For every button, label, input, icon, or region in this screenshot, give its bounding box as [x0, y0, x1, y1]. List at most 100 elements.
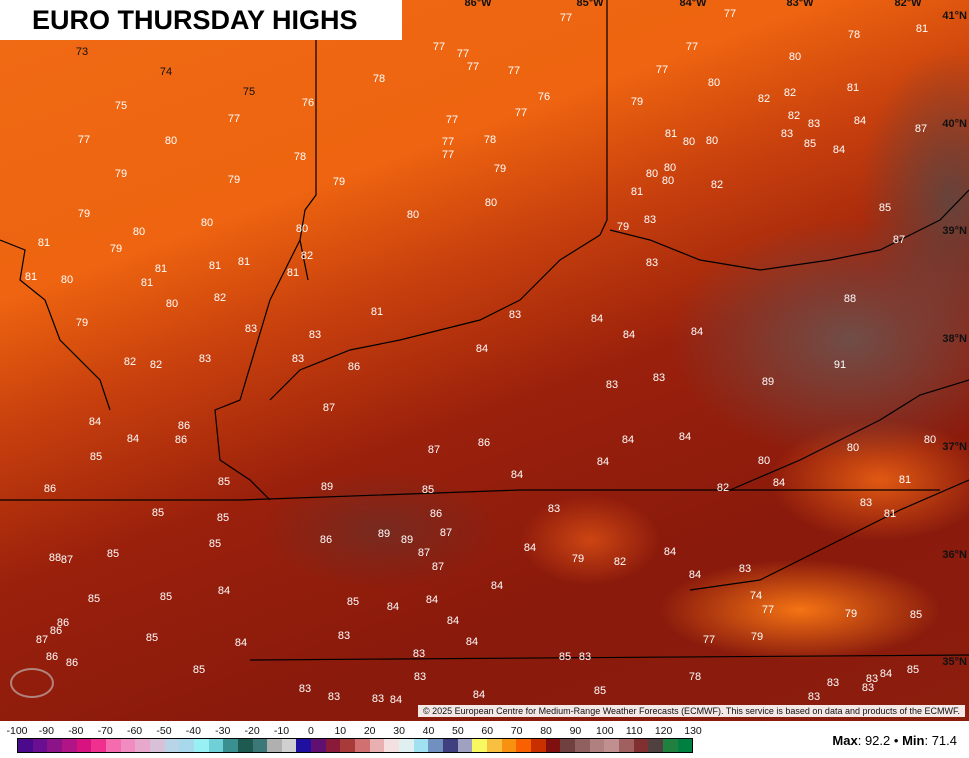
temperature-label: 80: [484, 197, 498, 209]
color-swatch: [530, 739, 546, 752]
temperature-label: 84: [621, 434, 635, 446]
color-swatch: [61, 739, 77, 752]
temperature-label: 81: [286, 267, 300, 279]
color-swatch: [149, 739, 165, 752]
temperature-label: 84: [879, 668, 893, 680]
color-swatch: [47, 739, 62, 752]
temperature-label: 80: [645, 168, 659, 180]
temperature-label: 83: [605, 379, 619, 391]
color-swatch: [677, 739, 693, 752]
temperature-label: 84: [217, 585, 231, 597]
temperature-label: 76: [301, 97, 315, 109]
temperature-label: 85: [217, 476, 231, 488]
temperature-label: 85: [878, 202, 892, 214]
temperature-label: 78: [293, 151, 307, 163]
temperature-label: 80: [705, 135, 719, 147]
latitude-label: 40°N: [942, 117, 967, 130]
temperature-label: 84: [523, 542, 537, 554]
temperature-label: 83: [413, 671, 427, 683]
temperature-label: 85: [803, 138, 817, 150]
color-swatch: [135, 739, 150, 752]
temperature-label: 89: [377, 528, 391, 540]
temperature-label: 84: [465, 636, 479, 648]
temperature-label: 84: [386, 601, 400, 613]
color-swatch: [252, 739, 268, 752]
color-swatch: [296, 739, 312, 752]
temperature-label: 82: [716, 482, 730, 494]
color-swatch: [208, 739, 224, 752]
color-swatch: [105, 739, 121, 752]
temperature-label: 77: [559, 12, 573, 24]
temperature-label: 74: [159, 66, 173, 78]
color-swatch: [560, 739, 575, 752]
color-swatch: [120, 739, 136, 752]
temperature-label: 82: [300, 250, 314, 262]
temperature-label: 80: [200, 217, 214, 229]
temperature-label: 80: [663, 162, 677, 174]
temperature-label: 75: [242, 86, 256, 98]
temperature-label: 85: [906, 664, 920, 676]
temperature-label: 85: [421, 484, 435, 496]
temperature-label: 85: [145, 632, 159, 644]
temperature-label: 81: [37, 237, 51, 249]
temperature-label: 79: [227, 174, 241, 186]
temperature-label: 77: [655, 64, 669, 76]
temperature-label: 84: [88, 416, 102, 428]
latitude-label: 37°N: [942, 440, 967, 453]
color-swatch: [237, 739, 253, 752]
temperature-label: 80: [132, 226, 146, 238]
color-swatch: [325, 739, 341, 752]
temperature-label: 87: [60, 554, 74, 566]
temperature-label: 83: [244, 323, 258, 335]
temperature-label: 77: [514, 107, 528, 119]
color-swatch: [633, 739, 649, 752]
temperature-label: 79: [616, 221, 630, 233]
weatherbell-logo: [10, 668, 54, 698]
legend-tick-label: 100: [596, 725, 614, 737]
legend-tick-label: -30: [215, 725, 231, 737]
temperature-label: 73: [75, 46, 89, 58]
temperature-label: 75: [114, 100, 128, 112]
temperature-label: 83: [298, 683, 312, 695]
temperature-label: 86: [429, 508, 443, 520]
temperature-label: 83: [807, 691, 821, 703]
color-swatch: [76, 739, 92, 752]
color-swatch: [340, 739, 356, 752]
temperature-label: 80: [661, 175, 675, 187]
temperature-label: 81: [664, 128, 678, 140]
temperature-label: 83: [291, 353, 305, 365]
state-borders: [0, 0, 969, 661]
temperature-label: 87: [417, 547, 431, 559]
temperature-label: 82: [787, 110, 801, 122]
color-swatch: [443, 739, 458, 752]
latitude-label: 41°N: [942, 10, 967, 22]
temperature-label: 85: [346, 596, 360, 608]
temperature-label: 81: [237, 256, 251, 268]
temperature-label: 83: [371, 693, 385, 705]
longitude-label: 84°W: [679, 0, 707, 9]
temperature-label: 85: [208, 538, 222, 550]
max-value: 92.2: [864, 733, 891, 748]
temperature-label: 86: [49, 625, 63, 637]
color-swatch: [193, 739, 209, 752]
temperature-label: 79: [77, 208, 91, 220]
temperature-label: 81: [630, 186, 644, 198]
color-swatch: [457, 739, 473, 752]
temperature-label: 80: [788, 51, 802, 63]
temperature-label: 81: [370, 306, 384, 318]
color-swatch: [281, 739, 297, 752]
min-value: 71.4: [931, 733, 957, 748]
longitude-label: 85°W: [576, 0, 604, 9]
temperature-label: 84: [590, 313, 604, 325]
legend-tick-label: -80: [68, 725, 84, 737]
temperature-label: 85: [151, 507, 165, 519]
temperature-label: 76: [537, 91, 551, 103]
temperature-label: 86: [65, 657, 79, 669]
longitude-label: 86°W: [464, 0, 492, 9]
color-swatch: [223, 739, 238, 752]
temperature-label: 81: [208, 260, 222, 272]
color-swatch: [179, 739, 194, 752]
temperature-label: 79: [75, 317, 89, 329]
temperature-label: 77: [456, 48, 470, 60]
latitude-label: 39°N: [942, 225, 967, 238]
